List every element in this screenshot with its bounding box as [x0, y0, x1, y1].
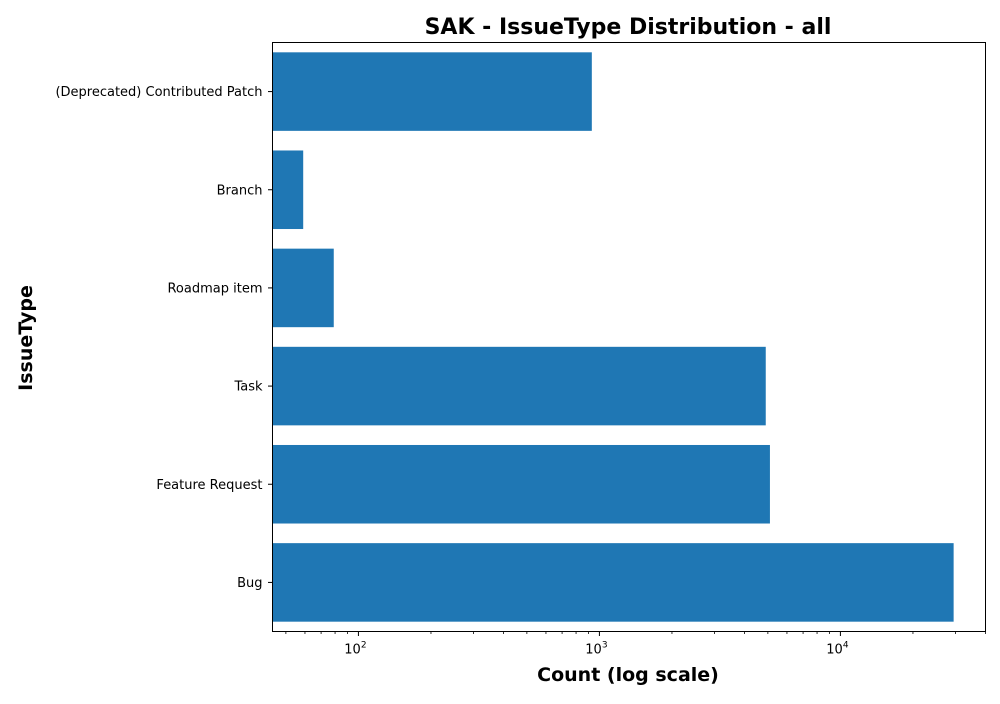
- plot-frame: [272, 42, 986, 632]
- y-axis-title: IssueType: [15, 285, 37, 391]
- bar: [272, 543, 954, 622]
- chart-title: SAK - IssueType Distribution - all: [425, 15, 832, 40]
- y-tick-label: Bug: [237, 576, 262, 591]
- x-tick-label: 104: [826, 641, 849, 658]
- x-tick-label: 102: [344, 641, 366, 658]
- bar: [272, 52, 592, 131]
- y-tick-layer: (Deprecated) Contributed Patch Branch Road…: [55, 85, 273, 591]
- y-tick-label: (Deprecated) Contributed Patch: [55, 85, 262, 100]
- x-axis-title: Count (log scale): [537, 664, 719, 686]
- bar: [272, 150, 304, 230]
- x-tick-label: 103: [585, 641, 607, 658]
- bar: [272, 444, 770, 524]
- y-tick-label: Feature Request: [156, 478, 262, 493]
- y-tick-label: Branch: [217, 183, 263, 198]
- x-tick-layer: 102 103 104: [285, 631, 986, 658]
- bar: [272, 346, 766, 426]
- y-tick-label: Task: [233, 380, 263, 395]
- bar: [272, 248, 334, 328]
- y-tick-label: Roadmap item: [167, 281, 262, 296]
- bars-layer: [272, 52, 954, 622]
